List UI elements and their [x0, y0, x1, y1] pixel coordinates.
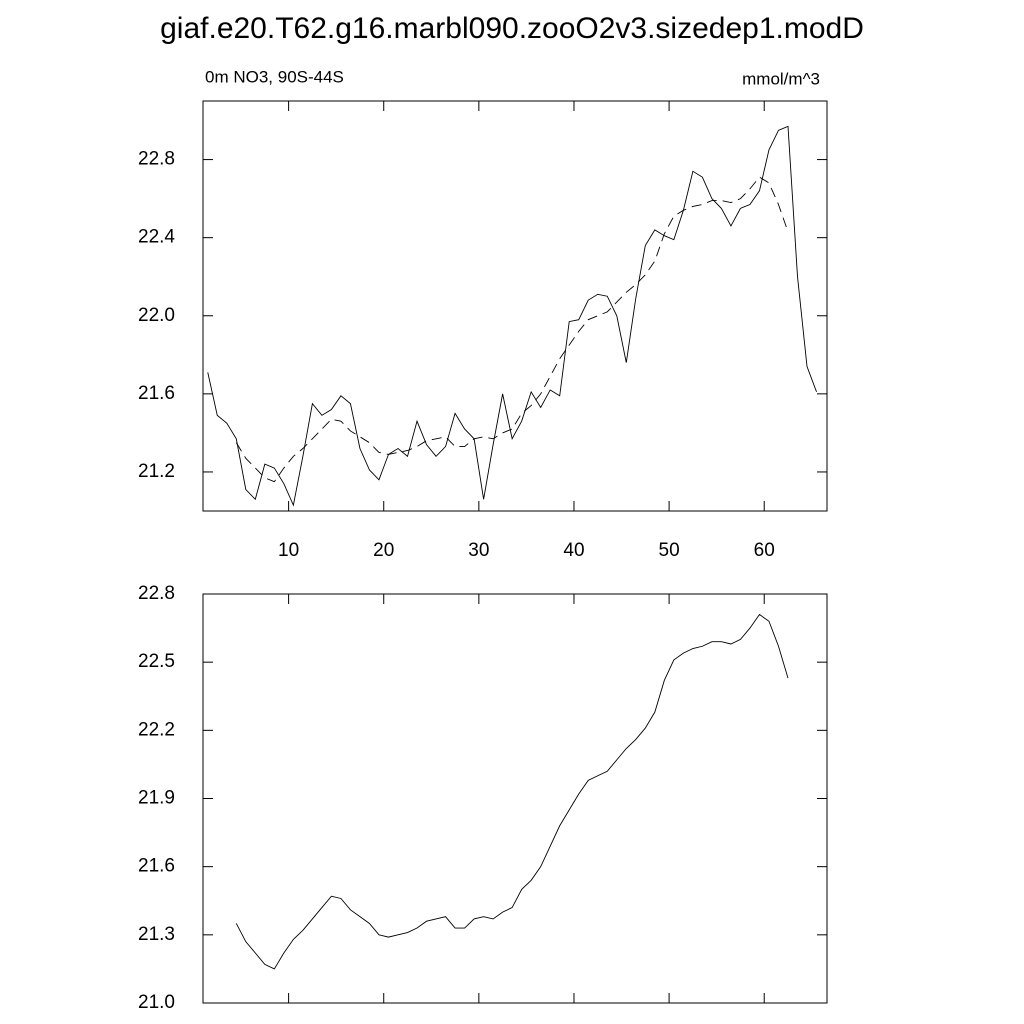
- plot-frame: [202, 100, 828, 512]
- left-label: 0m NO3, 90S-44S: [205, 67, 344, 86]
- chart-title: giaf.e20.T62.g16.marbl090.zooO2v3.sizede…: [160, 12, 864, 45]
- x-tick-label: 50: [659, 540, 680, 561]
- line-series: [235, 613, 789, 970]
- y-tick-label: 22.8: [138, 583, 175, 604]
- x-tick-label: 30: [468, 540, 489, 561]
- x-tick-label: 60: [754, 540, 775, 561]
- y-tick-label: 21.6: [138, 383, 175, 404]
- y-tick-label: 22.0: [138, 305, 175, 326]
- y-tick-label: 21.0: [138, 992, 175, 1013]
- x-tick-label: 20: [373, 540, 394, 561]
- plot-frame: [202, 593, 828, 1004]
- y-tick-label: 22.5: [138, 651, 175, 672]
- line-series: [235, 176, 789, 483]
- x-tick-label: 40: [563, 540, 584, 561]
- y-tick-label: 21.6: [138, 856, 175, 877]
- y-tick-label: 21.9: [138, 788, 175, 809]
- y-tick-label: 22.4: [138, 227, 175, 248]
- y-tick-label: 22.2: [138, 719, 175, 740]
- y-tick-label: 21.3: [138, 924, 175, 945]
- right-label: mmol/m^3: [742, 69, 820, 88]
- x-tick-label: 10: [278, 540, 299, 561]
- y-tick-label: 21.2: [138, 461, 175, 482]
- y-tick-label: 22.8: [138, 149, 175, 170]
- line-series: [207, 125, 817, 507]
